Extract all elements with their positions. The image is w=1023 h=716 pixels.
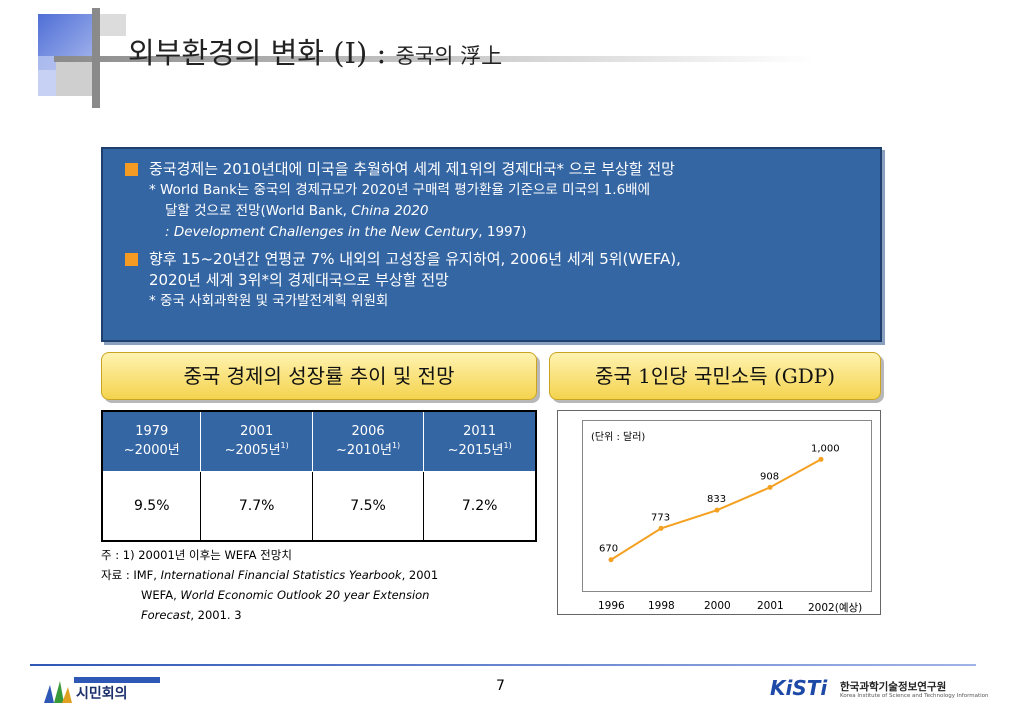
footnote-marker: 1) — [280, 441, 289, 451]
table-cell: 9.5% — [101, 470, 202, 542]
kisti-logo: KiSTi 한국과학기술정보연구원 Korea Institute of Sci… — [770, 676, 989, 706]
period-start: 2011 — [463, 424, 497, 440]
logo-band — [74, 677, 160, 683]
period-end: ~2015년 — [447, 443, 504, 459]
table-header-cell: 2001 ~2005년1) — [200, 410, 313, 472]
orange-square-bullet-icon — [125, 253, 138, 266]
note-line-2-italic: China 2020 — [351, 203, 429, 219]
source-line-1: 자료 : IMF, International Financial Statis… — [101, 565, 438, 585]
kisti-english-name: Korea Institute of Science and Technolog… — [840, 693, 989, 699]
x-tick-label: 1996 — [598, 600, 625, 612]
orange-square-bullet-icon — [125, 163, 138, 176]
summary-item-2-line-2: 2020년 세계 3위*의 경제대국으로 부상할 전망 — [149, 271, 449, 289]
slide-title-main: 외부환경의 변화 (I) : — [128, 36, 387, 70]
source-title: Forecast — [141, 608, 191, 622]
growth-rate-header: 중국 경제의 성장률 추이 및 전망 — [101, 352, 537, 400]
summary-item-2-line-1: 향후 15~20년간 연평균 7% 내외의 고성장을 유지하여, 2006년 세… — [149, 250, 681, 268]
period-end: ~2010년 — [336, 443, 392, 459]
x-tick-label: 1998 — [648, 600, 675, 612]
x-tick-label: 2000 — [704, 600, 731, 612]
source-title: International Financial Statistics Yearb… — [160, 568, 402, 582]
page-number: 7 — [496, 678, 505, 694]
note-line-2: 달할 것으로 전망(World Bank, China 2020 — [149, 201, 868, 222]
note-line-2-text: 달할 것으로 전망(World Bank, — [165, 203, 352, 219]
gdp-data-label: 670 — [599, 544, 618, 555]
x-tick-label: 2002(예상) — [808, 602, 863, 614]
gdp-data-point — [658, 525, 664, 531]
summary-item-2: 향후 15~20년간 연평균 7% 내외의 고성장을 유지하여, 2006년 세… — [125, 249, 868, 291]
footnote-marker: 1) — [391, 441, 401, 451]
source-line-2: WEFA, World Economic Outlook 20 year Ext… — [101, 585, 438, 605]
summary-item-2-note: * 중국 사회과학원 및 국가발전계획 위원회 — [149, 293, 389, 309]
slide-title: 외부환경의 변화 (I) : 중국의 浮上 — [128, 30, 502, 72]
gdp-data-label: 833 — [707, 494, 726, 505]
source-date: , 2001. 3 — [190, 608, 242, 622]
table-header-cell: 2011 ~2015년1) — [423, 410, 537, 472]
gdp-data-label: 908 — [760, 471, 779, 482]
period-end: ~2005년 — [224, 443, 281, 459]
summary-item-1-note: * World Bank는 중국의 경제규모가 2020년 구매력 평가환율 기… — [125, 180, 868, 243]
gdp-data-label: 1,000 — [811, 443, 840, 454]
x-tick-label: 2001 — [757, 600, 784, 612]
source-year: , 2001 — [401, 568, 439, 582]
summary-item-1: 중국경제는 2010년대에 미국을 추월하여 세계 제1위의 경제대국* 으로 … — [125, 159, 868, 180]
table-header-cell: 1979 ~2000년 — [101, 410, 202, 472]
table-cell: 7.2% — [423, 470, 537, 542]
note-line-3-italic: : Development Challenges in the New Cent… — [165, 224, 479, 240]
period-start: 1979 — [135, 424, 169, 440]
slide-title-sub: 중국의 浮上 — [395, 44, 503, 68]
decor-horizontal-bar — [54, 56, 814, 62]
source-line-3: Forecast, 2001. 3 — [101, 605, 438, 625]
gdp-data-point — [608, 557, 614, 563]
left-logo-text: 시민회의 — [76, 686, 128, 702]
gdp-data-label: 773 — [651, 512, 670, 523]
footnote: 주 : 1) 20001년 이후는 WEFA 전망치 — [101, 548, 292, 562]
table-notes: 주 : 1) 20001년 이후는 WEFA 전망치 자료 : IMF, Int… — [101, 545, 438, 625]
decor-vertical-bar — [92, 8, 100, 108]
footer-divider — [30, 664, 976, 666]
table-header-row: 1979 ~2000년 2001 ~2005년1) 2006 ~2010년1) 201… — [101, 410, 537, 472]
note-line-3-text: , 1997) — [478, 224, 527, 240]
gdp-per-capita-header: 중국 1인당 국민소득 (GDP) — [549, 352, 881, 400]
period-start: 2001 — [240, 424, 274, 440]
footnote-marker: 1) — [503, 441, 512, 451]
gdp-data-point — [714, 507, 720, 513]
note-line-1: * World Bank는 중국의 경제규모가 2020년 구매력 평가환율 기… — [149, 182, 651, 198]
summary-box: 중국경제는 2010년대에 미국을 추월하여 세계 제1위의 경제대국* 으로 … — [101, 147, 882, 342]
people-figures-icon — [44, 681, 72, 703]
citizen-council-logo: 시민회의 — [40, 675, 170, 707]
table-header-cell: 2006 ~2010년1) — [311, 410, 425, 472]
growth-rate-table: 1979 ~2000년 2001 ~2005년1) 2006 ~2010년1) 201… — [101, 410, 537, 542]
chart-x-axis-labels: 1996 1998 2000 2001 2002(예상) — [582, 600, 872, 614]
gdp-data-point — [818, 456, 824, 462]
decor-square-lightgray — [100, 14, 126, 36]
summary-item-1-text: 중국경제는 2010년대에 미국을 추월하여 세계 제1위의 경제대국* 으로 … — [149, 160, 675, 178]
gdp-chart: (단위 : 달러) 670 773 833 908 1,000 — [582, 420, 872, 592]
note-line-3: : Development Challenges in the New Cent… — [149, 222, 868, 243]
source-label: 자료 : IMF, — [101, 568, 161, 582]
table-cell: 7.5% — [311, 470, 425, 542]
gdp-data-point — [767, 484, 773, 490]
period-end: ~2000년 — [123, 443, 180, 459]
kisti-wordmark: KiSTi — [770, 676, 828, 700]
table-row: 9.5% 7.7% 7.5% 7.2% — [101, 470, 537, 542]
gdp-line-chart-svg: 670 773 833 908 1,000 — [599, 443, 840, 563]
chart-unit-label: (단위 : 달러) — [591, 432, 646, 443]
kisti-korean-name: 한국과학기술정보연구원 — [840, 681, 947, 693]
period-start: 2006 — [351, 424, 385, 440]
source-title: World Economic Outlook 20 year Extension — [180, 588, 430, 602]
table-cell: 7.7% — [200, 470, 313, 542]
source-org: WEFA, — [141, 588, 181, 602]
